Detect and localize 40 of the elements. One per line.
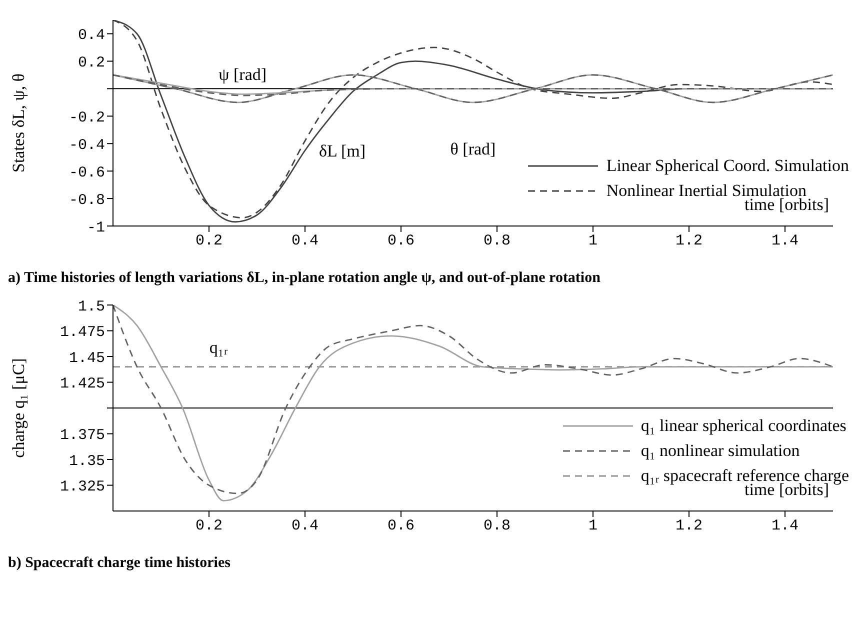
annotation: q₁ᵣ <box>209 338 228 357</box>
x-tick-label: 1.4 <box>771 518 799 535</box>
legend-label: q₁ nonlinear simulation <box>640 440 800 462</box>
annotation: ψ [rad] <box>218 65 267 84</box>
x-tick-label: 0.2 <box>195 232 223 250</box>
x-tick-label: 1.2 <box>675 518 703 535</box>
legend-label: Linear Spherical Coord. Simulation <box>606 154 849 177</box>
y-tick-label: -0.4 <box>68 136 105 154</box>
x-axis-title: time [orbits] <box>744 480 829 500</box>
x-tick-label: 1 <box>588 232 598 250</box>
annotation: δL [m] <box>319 142 366 160</box>
y-axis-title: charge q₁ [μC] <box>9 358 28 458</box>
text: a) Time histories of length variations δL, in-plane rotation angle ψ, and out-of-plane rotation <box>8 270 602 287</box>
x-tick-label: 0.4 <box>291 232 319 250</box>
x-tick-label: 0.4 <box>291 518 319 535</box>
x-tick-label: 0.8 <box>483 518 511 535</box>
y-tick-label: 0.4 <box>78 27 105 44</box>
y-tick-label: 1.325 <box>60 478 105 496</box>
annotation: θ [rad] <box>450 139 496 158</box>
y-tick-label: 1.475 <box>60 324 105 342</box>
legend-label: q₁ linear spherical coordinates <box>640 414 846 437</box>
x-tick-label: 1.4 <box>771 232 799 250</box>
y-axis-title: States δL, ψ, θ <box>9 73 28 173</box>
x-tick-label: 0.6 <box>387 232 415 250</box>
y-tick-label: -0.6 <box>68 164 105 182</box>
y-tick-label: 1.35 <box>68 452 105 470</box>
y-tick-label: 1.45 <box>68 350 105 367</box>
text: b) Spacecraft charge time histories <box>8 555 232 572</box>
y-tick-label: -0.2 <box>68 109 105 126</box>
y-tick-label: 0.2 <box>78 54 105 72</box>
y-tick-label: 1.5 <box>78 298 105 316</box>
x-tick-label: 1 <box>588 518 598 535</box>
y-tick-label: -0.8 <box>68 192 105 209</box>
x-tick-label: 1.2 <box>675 232 703 250</box>
y-tick-label: 1.375 <box>60 427 105 444</box>
x-tick-label: 0.2 <box>195 518 223 535</box>
x-tick-label: 0.6 <box>387 518 415 535</box>
y-tick-label: -1 <box>86 219 105 236</box>
x-tick-label: 0.8 <box>483 232 511 250</box>
y-tick-label: 1.425 <box>60 376 105 393</box>
